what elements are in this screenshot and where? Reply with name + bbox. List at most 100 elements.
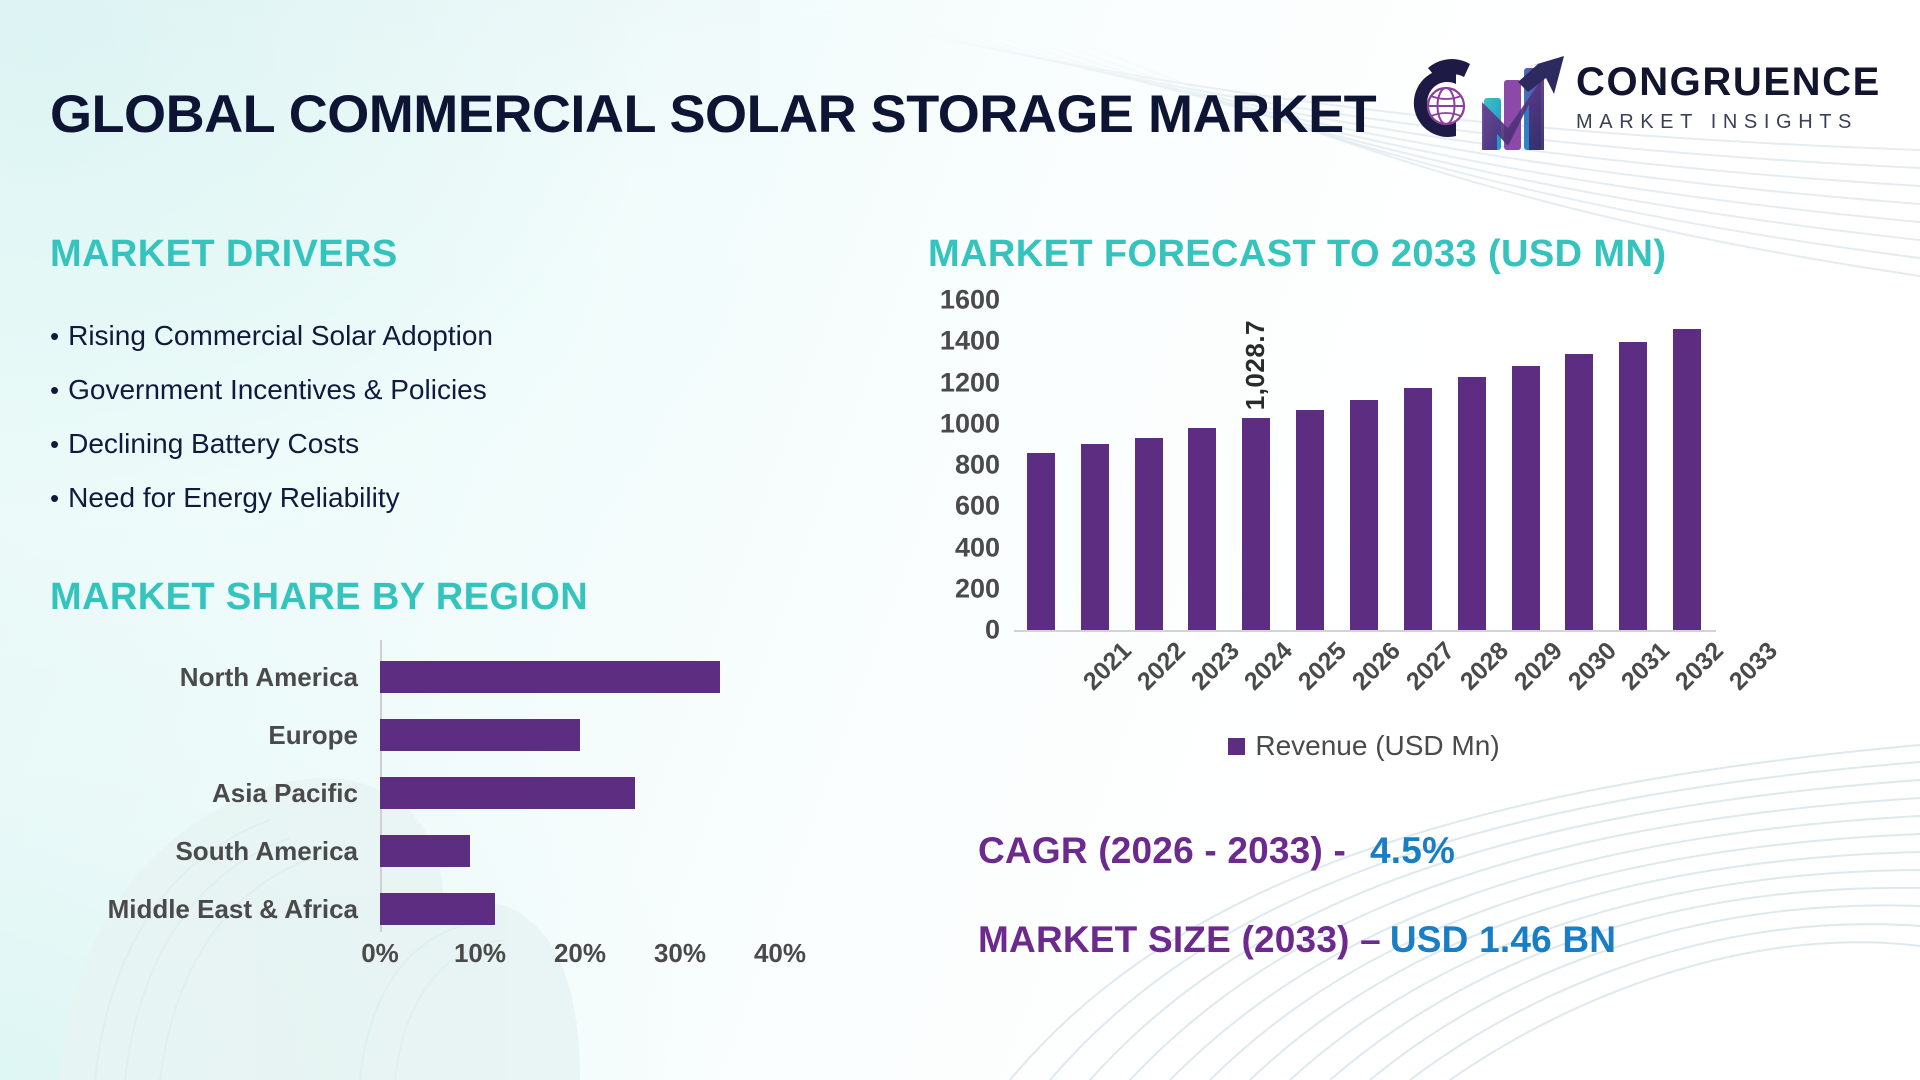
driver-label: Declining Battery Costs <box>68 428 360 459</box>
forecast-bar <box>1619 342 1648 630</box>
forecast-legend: Revenue (USD Mn) <box>1014 732 1714 760</box>
market-forecast-heading: MARKET FORECAST TO 2033 (USD MN) <box>928 233 1667 275</box>
forecast-x-tick: 2030 <box>1562 636 1622 696</box>
region-bar-row: Europe <box>50 710 790 760</box>
forecast-bar <box>1511 366 1540 630</box>
region-bar-row: Asia Pacific <box>50 768 790 818</box>
region-bar-track <box>380 652 780 702</box>
forecast-y-tick: 1200 <box>939 367 1000 397</box>
region-bar-row: South America <box>50 826 790 876</box>
market-size-stat: MARKET SIZE (2033) – USD 1.46 BN <box>978 921 1878 958</box>
forecast-plot-area: 1,028.7 <box>1014 300 1714 630</box>
region-x-tick: 20% <box>553 938 607 968</box>
header: GLOBAL COMMERCIAL SOLAR STORAGE MARKET <box>0 0 1920 170</box>
region-label: North America <box>179 662 358 692</box>
region-x-tick: 40% <box>753 938 807 968</box>
region-bar-rows: North America Europe Asia Pacific South Ame… <box>50 652 790 942</box>
forecast-baseline <box>1014 630 1716 632</box>
forecast-bar <box>1403 388 1432 630</box>
region-x-tick: 30% <box>653 938 707 968</box>
forecast-bar <box>1134 437 1163 630</box>
region-bar <box>380 661 720 693</box>
forecast-x-axis-labels: 2021 2022 2023 2024 2025 2026 2027 2028 2029 2030… <box>1014 636 1783 728</box>
region-x-tick: 0% <box>361 938 399 968</box>
region-label: South America <box>175 836 358 866</box>
region-label: Europe <box>268 720 358 750</box>
region-label: Asia Pacific <box>212 778 358 808</box>
forecast-y-tick: 800 <box>954 449 1000 480</box>
cagr-label: CAGR (2026 - 2033) - <box>978 830 1346 871</box>
logo-wordmark: CONGRUENCE MARKET INSIGHTS <box>1576 62 1881 132</box>
forecast-x-tick: 2025 <box>1293 636 1353 696</box>
market-size-label: MARKET SIZE (2033) – <box>978 919 1381 960</box>
bullet-icon: • <box>50 375 60 405</box>
cm-logo-icon <box>1413 56 1564 150</box>
forecast-x-tick: 2024 <box>1239 636 1299 696</box>
region-bar-track <box>380 884 780 934</box>
bullet-icon: • <box>50 321 60 351</box>
forecast-y-tick: 1400 <box>939 325 1000 356</box>
driver-label: Government Incentives & Policies <box>68 374 487 405</box>
forecast-data-label: 1,028.7 <box>1240 319 1271 410</box>
market-forecast-chart: 1600 1400 1200 1000 800 600 400 200 0 1,028.7 20… <box>928 286 1888 760</box>
market-size-value: USD 1.46 BN <box>1389 919 1617 960</box>
forecast-x-tick: 2033 <box>1723 636 1784 696</box>
forecast-x-tick: 2022 <box>1131 636 1191 696</box>
region-bar-row: Middle East & Africa <box>50 884 790 934</box>
cagr-value: 4.5% <box>1369 830 1456 871</box>
region-bar <box>380 893 495 925</box>
forecast-bar <box>1242 417 1271 630</box>
region-x-tick: 10% <box>453 938 507 968</box>
forecast-bar <box>1188 428 1217 630</box>
region-bar <box>380 835 470 867</box>
region-bar-row: North America <box>50 652 790 702</box>
forecast-x-tick: 2031 <box>1616 636 1676 696</box>
forecast-y-tick: 400 <box>954 532 1000 562</box>
driver-label: Need for Energy Reliability <box>68 482 400 513</box>
forecast-y-tick: 600 <box>954 490 1000 521</box>
driver-item: • Rising Commercial Solar Adoption <box>50 322 810 350</box>
forecast-x-tick: 2028 <box>1454 636 1514 696</box>
legend-label: Revenue (USD Mn) <box>1255 730 1500 761</box>
region-label: Middle East & Africa <box>107 894 358 924</box>
brand-logo: CONGRUENCE MARKET INSIGHTS <box>1398 48 1881 156</box>
forecast-y-tick: 1000 <box>939 408 1000 439</box>
forecast-x-tick: 2023 <box>1185 636 1245 696</box>
forecast-bar <box>1673 328 1702 630</box>
bullet-icon: • <box>50 483 60 513</box>
key-stats: CAGR (2026 - 2033) - 4.5% MARKET SIZE (2… <box>978 832 1878 958</box>
forecast-y-tick: 0 <box>984 614 1000 645</box>
region-bar-track <box>380 768 780 818</box>
region-bar <box>380 719 580 751</box>
logo-company-name: CONGRUENCE <box>1576 60 1881 104</box>
market-drivers-list: • Rising Commercial Solar Adoption • Gov… <box>50 322 810 538</box>
driver-item: • Declining Battery Costs <box>50 430 810 458</box>
forecast-y-tick: 1600 <box>939 284 1000 315</box>
forecast-y-axis: 1600 1400 1200 1000 800 600 400 200 0 <box>928 286 1000 643</box>
forecast-x-tick: 2026 <box>1347 636 1407 696</box>
bullet-icon: • <box>50 429 60 459</box>
forecast-bar <box>1026 452 1055 630</box>
logo-tagline: MARKET INSIGHTS <box>1576 111 1858 133</box>
region-bar-track <box>380 826 780 876</box>
forecast-y-tick: 200 <box>954 573 1000 604</box>
driver-item: • Government Incentives & Policies <box>50 376 810 404</box>
forecast-x-tick: 2032 <box>1670 636 1730 696</box>
region-bar-track <box>380 710 780 760</box>
legend-swatch-icon <box>1228 737 1246 755</box>
market-share-heading: MARKET SHARE BY REGION <box>50 576 589 618</box>
forecast-bar <box>1565 354 1594 630</box>
region-chart-x-ticks: 0% 10% 20% 30% 40% <box>361 938 806 980</box>
market-share-by-region-chart: North America Europe Asia Pacific South Ame… <box>50 640 850 990</box>
page-title: GLOBAL COMMERCIAL SOLAR STORAGE MARKET <box>50 85 1377 144</box>
forecast-bar <box>1296 410 1325 630</box>
forecast-bar <box>1350 400 1378 630</box>
forecast-x-tick: 2027 <box>1400 636 1461 696</box>
forecast-bar <box>1457 377 1486 630</box>
cagr-stat: CAGR (2026 - 2033) - 4.5% <box>978 832 1878 869</box>
forecast-x-tick: 2029 <box>1508 636 1568 696</box>
market-drivers-heading: MARKET DRIVERS <box>50 233 398 275</box>
driver-label: Rising Commercial Solar Adoption <box>68 320 493 351</box>
